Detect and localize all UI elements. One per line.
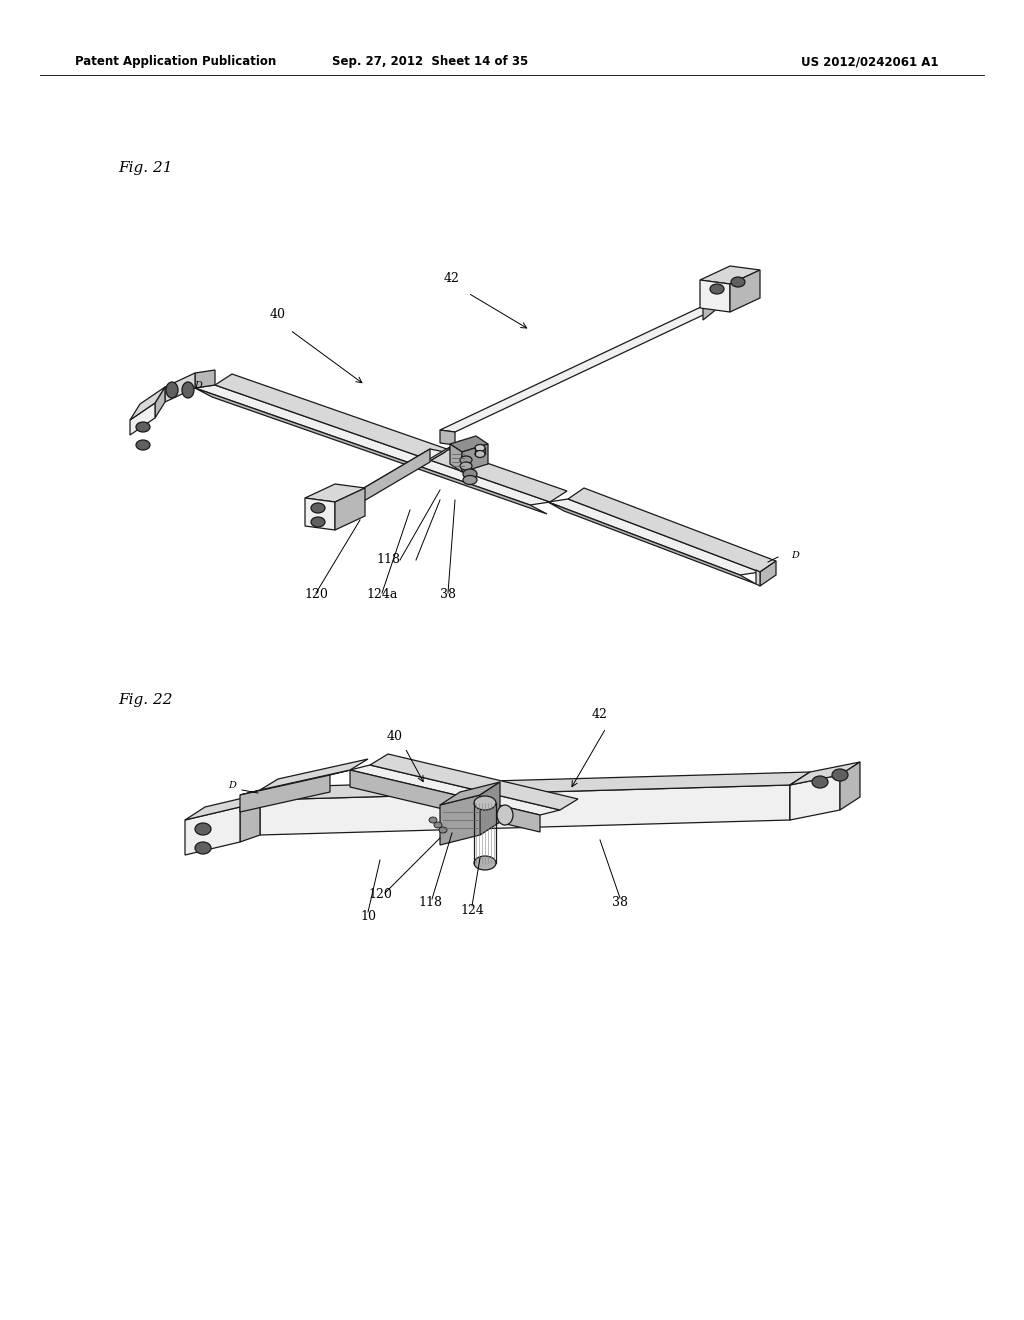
- Polygon shape: [440, 781, 500, 805]
- Polygon shape: [440, 430, 455, 445]
- Ellipse shape: [136, 422, 150, 432]
- Polygon shape: [335, 449, 430, 517]
- Polygon shape: [130, 387, 165, 420]
- Text: D: D: [195, 381, 202, 389]
- Text: 42: 42: [444, 272, 460, 285]
- Ellipse shape: [460, 462, 472, 470]
- Ellipse shape: [195, 842, 211, 854]
- Polygon shape: [240, 800, 260, 842]
- Polygon shape: [450, 444, 462, 473]
- Text: US 2012/0242061 A1: US 2012/0242061 A1: [801, 55, 939, 69]
- Polygon shape: [195, 388, 547, 513]
- Ellipse shape: [475, 445, 485, 451]
- Polygon shape: [130, 403, 155, 436]
- Text: 40: 40: [270, 308, 286, 321]
- Text: D: D: [792, 550, 799, 560]
- Ellipse shape: [136, 440, 150, 450]
- Polygon shape: [703, 294, 718, 319]
- Polygon shape: [700, 267, 760, 284]
- Ellipse shape: [463, 475, 477, 484]
- Polygon shape: [450, 436, 488, 451]
- Text: 40: 40: [387, 730, 403, 743]
- Polygon shape: [440, 795, 480, 845]
- Polygon shape: [260, 759, 368, 789]
- Polygon shape: [790, 762, 860, 785]
- Polygon shape: [703, 294, 733, 308]
- Text: 118: 118: [376, 553, 400, 566]
- Polygon shape: [195, 370, 215, 388]
- Polygon shape: [548, 499, 760, 576]
- Ellipse shape: [429, 817, 437, 822]
- Text: D: D: [228, 781, 236, 789]
- Text: Fig. 21: Fig. 21: [118, 161, 172, 176]
- Text: 38: 38: [612, 896, 628, 909]
- Polygon shape: [305, 498, 335, 531]
- Polygon shape: [790, 772, 810, 820]
- Ellipse shape: [460, 455, 472, 465]
- Text: 10: 10: [360, 909, 376, 923]
- Text: 118: 118: [418, 896, 442, 909]
- Polygon shape: [548, 502, 756, 583]
- Polygon shape: [370, 754, 578, 810]
- Ellipse shape: [831, 770, 848, 781]
- Polygon shape: [350, 441, 460, 508]
- Polygon shape: [730, 271, 760, 312]
- Ellipse shape: [474, 796, 496, 810]
- Polygon shape: [215, 374, 567, 502]
- Text: 38: 38: [440, 587, 456, 601]
- Polygon shape: [240, 770, 350, 795]
- Polygon shape: [185, 807, 240, 855]
- Ellipse shape: [474, 855, 496, 870]
- Ellipse shape: [311, 517, 325, 527]
- Polygon shape: [790, 775, 840, 820]
- Polygon shape: [260, 785, 790, 836]
- Polygon shape: [195, 385, 550, 506]
- Polygon shape: [155, 387, 165, 418]
- Polygon shape: [462, 444, 488, 473]
- Text: Fig. 22: Fig. 22: [118, 693, 172, 708]
- Polygon shape: [240, 775, 330, 812]
- Ellipse shape: [731, 277, 745, 286]
- Ellipse shape: [311, 503, 325, 513]
- Ellipse shape: [710, 284, 724, 294]
- Polygon shape: [700, 280, 730, 312]
- Polygon shape: [756, 570, 760, 586]
- Ellipse shape: [182, 381, 194, 399]
- Ellipse shape: [434, 822, 442, 828]
- Ellipse shape: [475, 450, 485, 458]
- Polygon shape: [335, 488, 365, 531]
- Text: 124: 124: [460, 904, 484, 917]
- Polygon shape: [350, 766, 560, 814]
- Polygon shape: [840, 762, 860, 810]
- Polygon shape: [350, 770, 540, 832]
- Text: 124a: 124a: [367, 587, 397, 601]
- Polygon shape: [440, 306, 718, 432]
- Text: 120: 120: [304, 587, 328, 601]
- Ellipse shape: [463, 469, 477, 479]
- Ellipse shape: [497, 805, 513, 825]
- Text: Sep. 27, 2012  Sheet 14 of 35: Sep. 27, 2012 Sheet 14 of 35: [332, 55, 528, 69]
- Text: 120: 120: [368, 888, 392, 902]
- Ellipse shape: [166, 381, 178, 399]
- Polygon shape: [185, 795, 260, 820]
- Text: Patent Application Publication: Patent Application Publication: [75, 55, 276, 69]
- Polygon shape: [568, 488, 776, 572]
- Ellipse shape: [812, 776, 828, 788]
- Ellipse shape: [439, 828, 447, 833]
- Polygon shape: [165, 374, 195, 403]
- Polygon shape: [260, 772, 810, 800]
- Polygon shape: [335, 449, 445, 508]
- Ellipse shape: [195, 822, 211, 836]
- Polygon shape: [480, 781, 500, 836]
- Text: 42: 42: [592, 708, 608, 721]
- Polygon shape: [760, 561, 776, 586]
- Polygon shape: [305, 484, 365, 502]
